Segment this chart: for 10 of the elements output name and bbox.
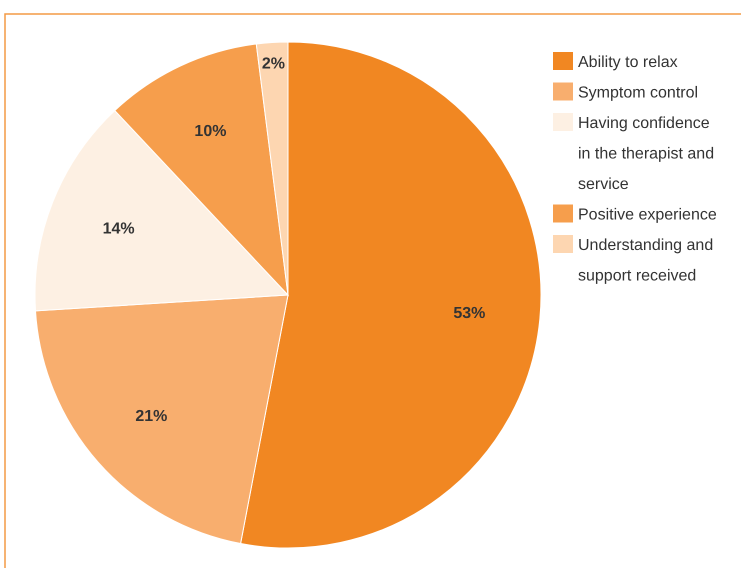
data-label: 14% (102, 220, 135, 238)
legend-label: Symptom control (578, 84, 698, 102)
data-label: 21% (135, 408, 168, 426)
legend-label: Positive experience (578, 206, 717, 224)
legend-label: Ability to relax (578, 54, 678, 71)
legend-label: Understanding and support received (578, 237, 714, 284)
data-label: 53% (453, 304, 486, 322)
data-label: 2% (262, 55, 285, 72)
legend-label: Having confidence in the therapist and service (578, 115, 714, 193)
data-label: 10% (194, 122, 226, 140)
